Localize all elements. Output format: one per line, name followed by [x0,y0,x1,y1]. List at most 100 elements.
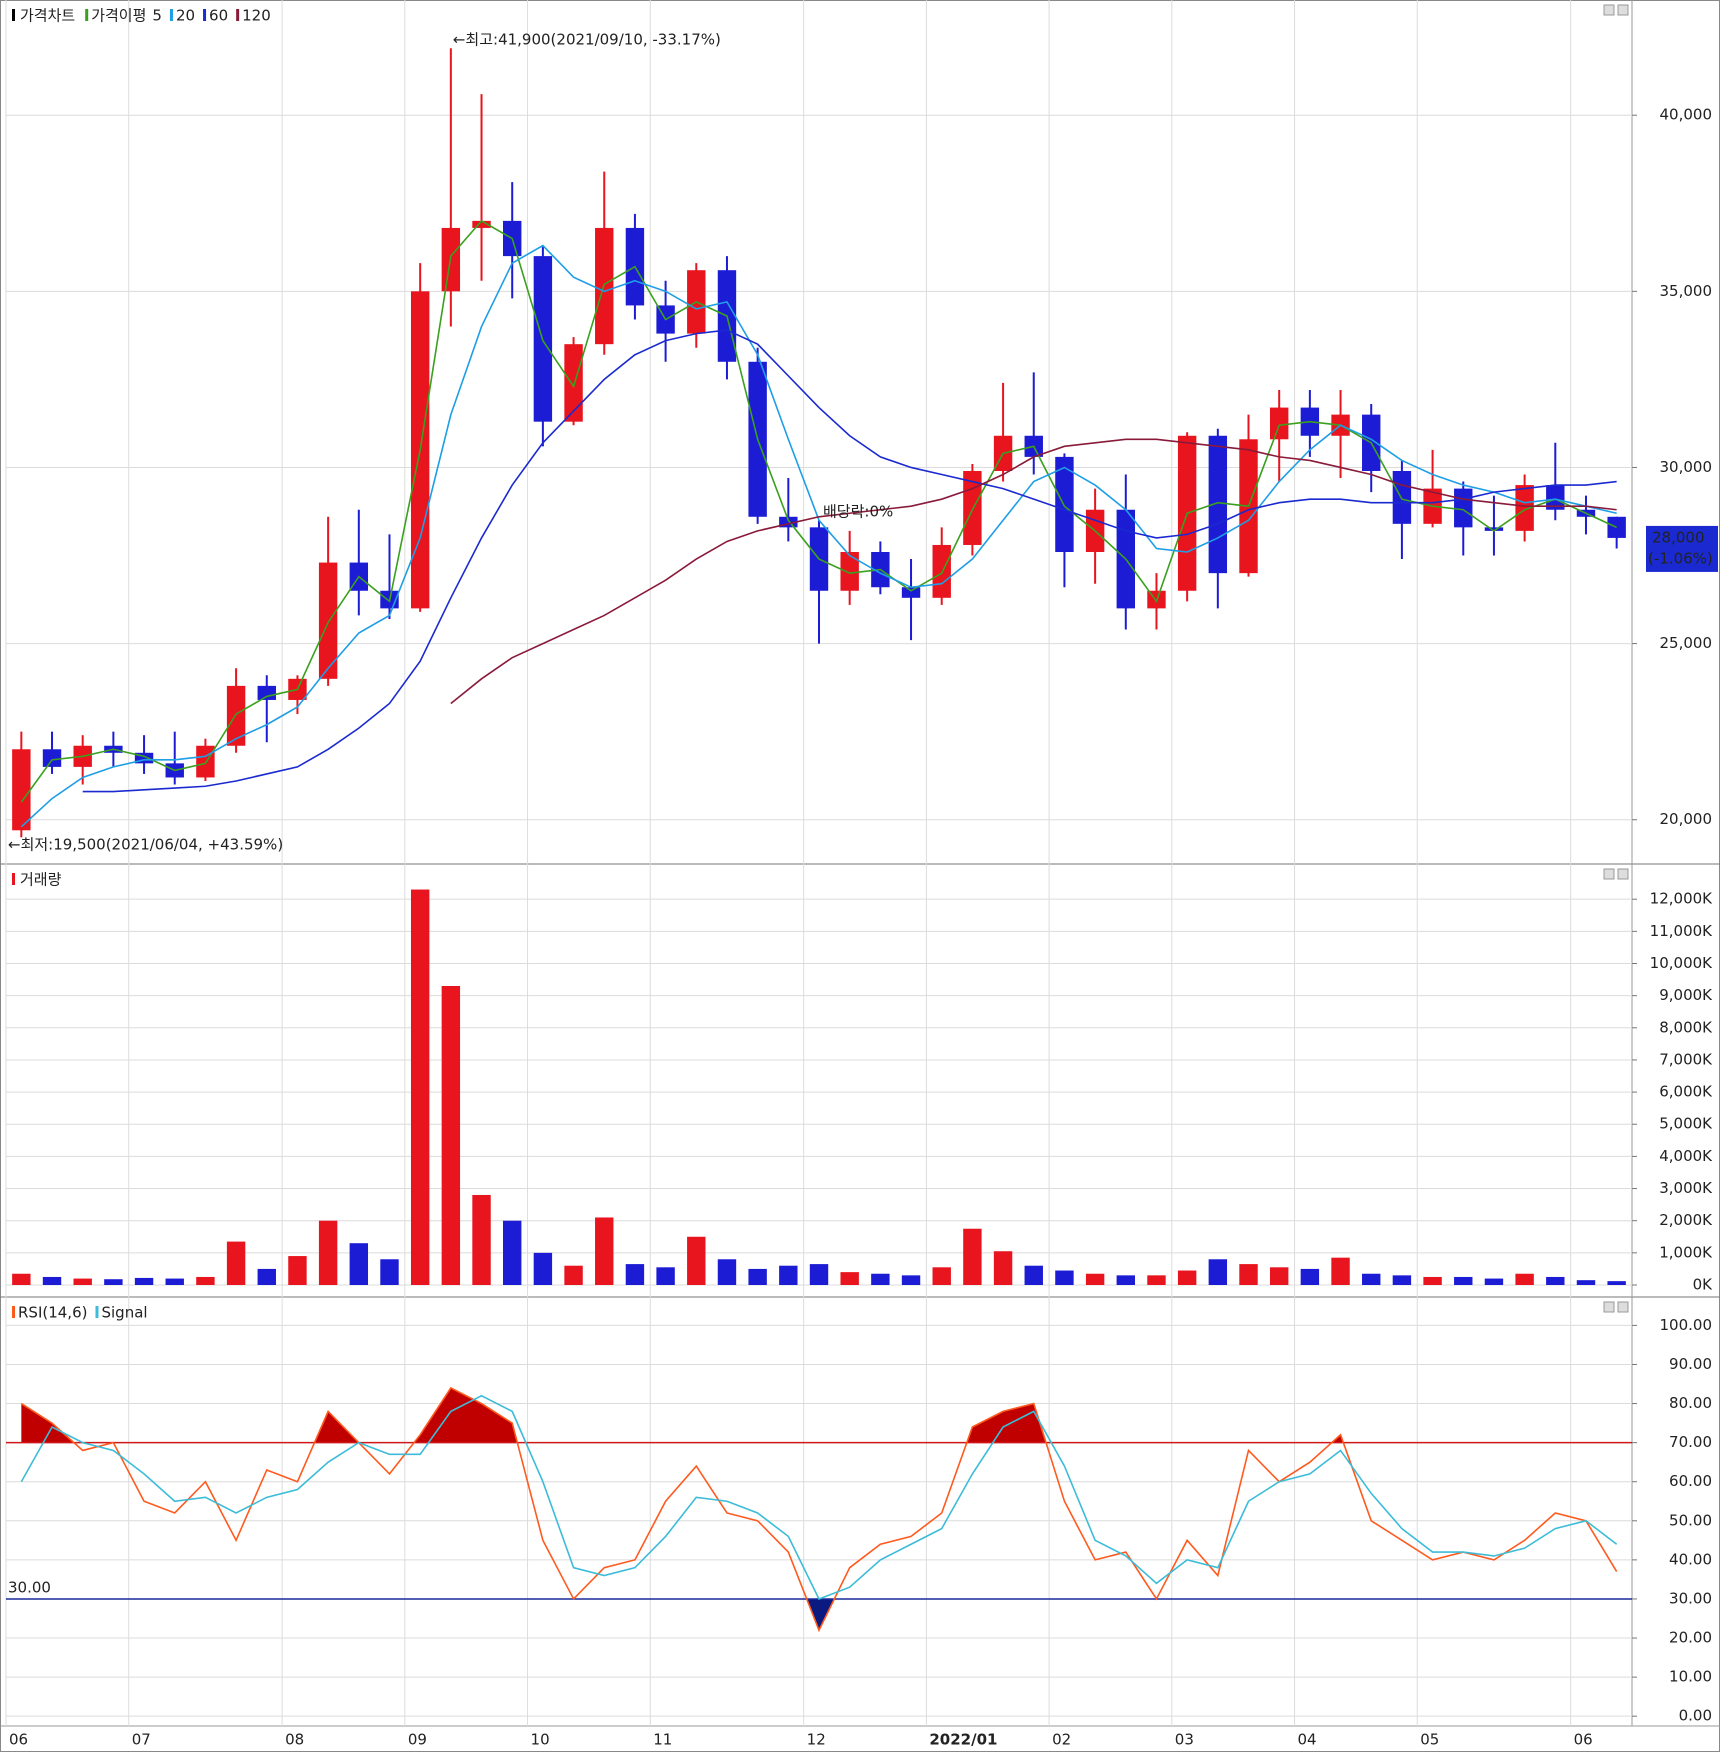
volume-bar [73,1278,92,1285]
candle-body [1546,485,1565,510]
volume-bar [1546,1276,1565,1285]
minimize-button[interactable] [1603,1301,1615,1313]
close-button[interactable] [1617,868,1629,880]
volume-bar [1484,1278,1504,1285]
volume-bar [564,1265,583,1285]
y-tick-label: 30,000 [1660,458,1713,476]
volume-bar [441,985,461,1285]
y-tick-label: 40.00 [1669,1550,1712,1568]
x-tick-label: 10 [531,1731,550,1749]
volume-bar [1055,1270,1074,1285]
candle-body [196,745,215,778]
panel-buttons [1603,4,1629,1313]
low-annotation: ←최저:19,500(2021/06/04, +43.59%) [8,836,283,854]
legend-swatch [169,9,173,21]
moving-average-line [20,244,1617,828]
volume-bar [196,1276,215,1285]
candle-body [840,552,859,591]
volume-bar [42,1276,62,1285]
x-tick-label: 12 [807,1731,826,1749]
x-tick-label: 06 [9,1731,28,1749]
candle-body [472,220,491,228]
volume-bar [1269,1267,1289,1285]
candle-body [257,685,276,700]
y-tick-label: 6,000K [1659,1083,1713,1101]
volume-bar [1116,1275,1135,1285]
legend-label: RSI(14,6) [18,1304,87,1322]
volume-bar [1423,1276,1442,1285]
y-tick-label: 7,000K [1659,1050,1713,1068]
candle-body [1392,470,1412,524]
candle-body [1055,456,1074,553]
volume-bar [1515,1273,1534,1285]
y-tick-label: 0K [1693,1275,1714,1293]
zone-fill [21,1387,1344,1443]
candle-body [564,344,583,422]
y-tick-label: 20.00 [1669,1629,1712,1647]
volume-bar [1454,1276,1473,1285]
volume-bar [288,1256,307,1285]
legend-swatch [203,9,207,21]
candle-body [226,685,246,746]
x-tick-label: 07 [132,1731,151,1749]
x-tick-label: 08 [285,1731,304,1749]
close-button[interactable] [1617,4,1629,16]
legend-swatch [95,1306,99,1318]
minimize-button[interactable] [1603,868,1615,880]
x-tick-label: 11 [653,1731,672,1749]
volume-bar [1362,1273,1381,1285]
dividend-annotation: 배당락:0% [823,503,893,521]
high-annotation: ←최고:41,900(2021/09/10, -33.17%) [453,31,721,49]
candle-body [12,749,31,831]
volume-bar [901,1275,921,1285]
y-tick-label: 3,000K [1659,1179,1713,1197]
volume-bar [871,1273,890,1285]
volume-bar [717,1259,737,1285]
panel-title: 가격차트 [20,7,75,25]
candle-body [901,587,921,598]
volume-bar [595,1217,614,1285]
minimize-button[interactable] [1603,4,1615,16]
zone-fill [21,1598,1617,1631]
volume-bar [1177,1270,1197,1285]
y-tick-label: 5,000K [1659,1115,1713,1133]
y-tick-label: 20,000 [1660,810,1713,828]
y-tick-label: 35,000 [1660,282,1713,300]
volume-bar [1392,1275,1412,1285]
y-tick-label: 10.00 [1669,1668,1712,1686]
y-tick-label: 30.00 [1669,1589,1712,1607]
legend-label: 5 [152,7,162,25]
y-tick-label: 2,000K [1659,1211,1713,1229]
legend-swatch [12,873,15,885]
last-price-label: 28,000 [1652,528,1705,546]
volume-bar [656,1267,675,1285]
candle-body [1269,407,1289,440]
volume-bar [932,1267,951,1285]
volume-bar [809,1264,829,1285]
volume-bar [1024,1265,1043,1285]
y-tick-label: 60.00 [1669,1472,1712,1490]
moving-average-line [20,219,1617,803]
volume-bar [165,1278,184,1285]
y-tick-label: 11,000K [1650,922,1713,940]
x-tick-label: 02 [1052,1731,1071,1749]
close-button[interactable] [1617,1301,1629,1313]
candle-body [318,562,338,679]
volume-bar [410,889,430,1285]
candle-body [1484,527,1504,531]
volume-bar [748,1268,767,1285]
y-tick-label: 8,000K [1659,1018,1713,1036]
reference-label: 30.00 [8,1578,51,1596]
legend-label: Signal [101,1304,147,1322]
volume-bar [1331,1257,1350,1285]
x-tick-label: 04 [1298,1731,1317,1749]
volume-bar [380,1259,399,1285]
y-tick-label: 100.00 [1660,1316,1713,1334]
volume-bar [533,1252,553,1285]
legend-swatch [236,9,240,21]
volume-bar [472,1194,491,1285]
y-tick-label: 4,000K [1659,1147,1713,1165]
candle-body [1607,516,1626,538]
